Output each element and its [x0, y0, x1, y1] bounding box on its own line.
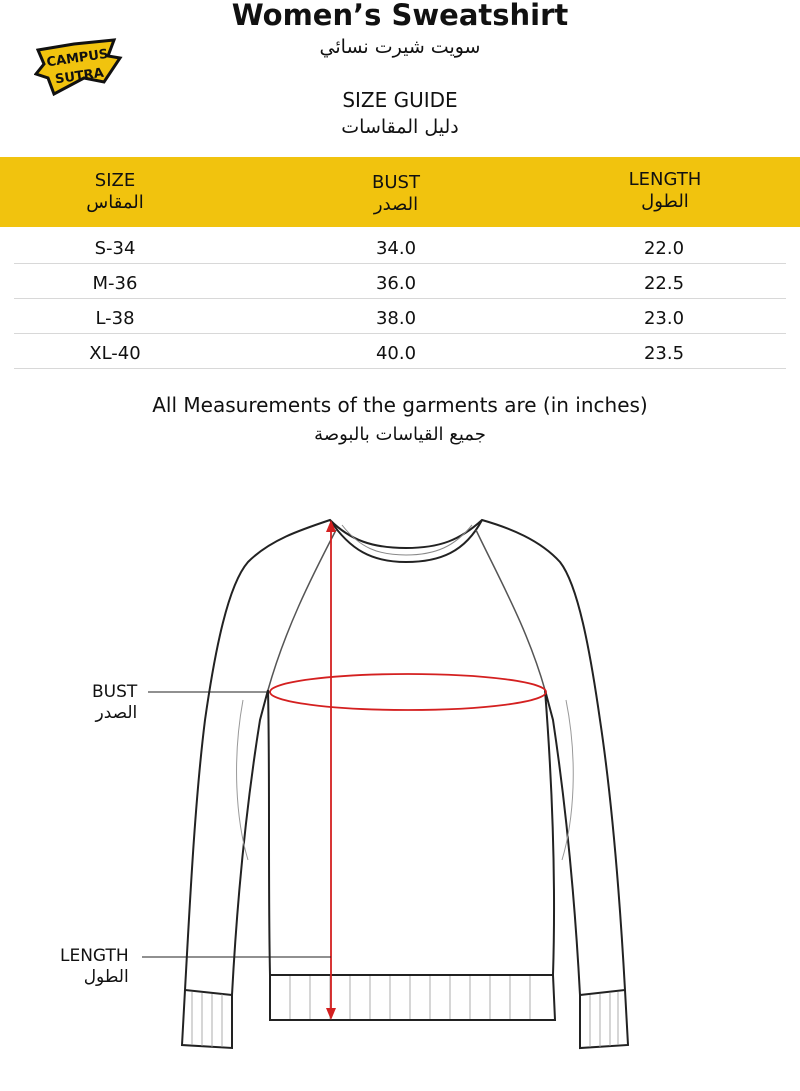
size-guide-heading-arabic: دليل المقاسات	[341, 116, 459, 138]
size-cell: M-36	[92, 273, 138, 294]
column-header-length: LENGTH الطول	[565, 169, 765, 213]
brand-logo: CAMPUS SUTRA	[33, 38, 124, 98]
length-cell: 23.0	[643, 308, 685, 329]
column-header-bust: BUST الصدر	[296, 172, 496, 216]
size-cell: L-38	[95, 308, 135, 329]
table-row: XL-40 40.0 23.5	[14, 333, 786, 369]
column-header-label: LENGTH	[628, 169, 702, 190]
measurement-note-arabic: جميع القياسات بالبوصة	[314, 424, 486, 445]
bust-label: BUST الصدر	[92, 682, 137, 724]
length-label-arabic: الطول	[83, 967, 129, 987]
column-header-label-arabic: الصدر	[373, 194, 419, 215]
bust-cell: 40.0	[375, 343, 417, 364]
column-header-label-arabic: المقاس	[86, 192, 144, 213]
bust-cell: 36.0	[375, 273, 417, 294]
bust-label-arabic: الصدر	[95, 703, 138, 723]
size-cell: XL-40	[89, 343, 141, 364]
size-cell: S-34	[94, 238, 136, 259]
bust-label-text: BUST	[92, 682, 138, 702]
length-label: LENGTH الطول	[60, 946, 129, 988]
measurement-note: All Measurements of the garments are (in…	[152, 393, 648, 417]
length-cell: 22.0	[643, 238, 685, 259]
bust-measure-ellipse	[269, 673, 547, 711]
page-title-arabic: سويت شيرت نسائي	[319, 36, 481, 58]
column-header-label: SIZE	[94, 170, 136, 191]
table-row: L-38 38.0 23.0	[14, 298, 786, 334]
length-label-text: LENGTH	[60, 946, 129, 966]
table-row: M-36 36.0 22.5	[14, 263, 786, 299]
page-title: Women’s Sweatshirt	[231, 0, 569, 32]
length-cell: 22.5	[643, 273, 685, 294]
table-row: S-34 34.0 22.0	[14, 228, 786, 264]
column-header-label: BUST	[372, 172, 420, 193]
bust-cell: 34.0	[375, 238, 417, 259]
column-header-size: SIZE المقاس	[15, 170, 215, 214]
bust-cell: 38.0	[375, 308, 417, 329]
column-header-label-arabic: الطول	[641, 191, 689, 212]
sweatshirt-diagram	[0, 500, 800, 1060]
table-header: SIZE المقاس BUST الصدر LENGTH الطول	[0, 157, 800, 227]
size-guide-heading: SIZE GUIDE	[342, 88, 458, 112]
length-cell: 23.5	[643, 343, 685, 364]
svg-text:SUTRA: SUTRA	[54, 66, 104, 88]
